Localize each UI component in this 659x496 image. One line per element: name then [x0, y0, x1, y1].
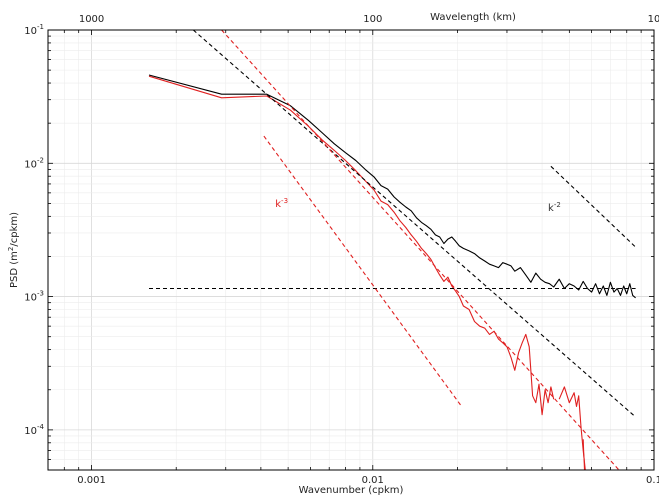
y-tick-label: 10-2 — [24, 156, 44, 170]
x2-tick-label: 100 — [363, 14, 382, 25]
reference-line-6 — [221, 30, 620, 470]
y-tick-label: 10-3 — [24, 290, 44, 304]
annotation-group: k-3k-2 — [275, 197, 561, 214]
psd-series-0 — [148, 74, 636, 299]
reference-line-8 — [550, 165, 636, 248]
y-tick-label-base: 10 — [24, 159, 37, 170]
y-axis-label: PSD (m2/cpkm) — [7, 212, 20, 288]
x2-tick-label: 10 — [648, 14, 659, 25]
psd-series-3 — [582, 439, 586, 470]
x-tick-label: 0.1 — [646, 475, 659, 486]
psd-series-2 — [558, 386, 590, 470]
x2-axis-label: Wavelength (km) — [430, 12, 516, 23]
slope-label-0: k-3 — [275, 197, 288, 210]
y-axis-label-sup: 2 — [7, 247, 15, 251]
slope-label-base: k — [275, 199, 281, 210]
x-axis-label: Wavenumber (cpkm) — [299, 485, 404, 496]
y-tick-label-exp: -2 — [37, 156, 44, 164]
slope-label-1: k-2 — [548, 201, 561, 214]
y-axis-label-main: PSD (m — [9, 251, 20, 288]
y-tick-label-exp: -1 — [37, 23, 44, 31]
slope-label-exp: -2 — [554, 201, 561, 209]
slope-label-exp: -3 — [281, 197, 288, 205]
y-tick-label-base: 10 — [24, 26, 37, 37]
y-tick-label-base: 10 — [24, 426, 37, 437]
y-axis-label-tail: /cpkm) — [9, 212, 20, 247]
y-tick-label: 10-1 — [24, 23, 44, 37]
slope-label-base: k — [548, 203, 554, 214]
series-group — [148, 30, 636, 470]
y-tick-label: 10-4 — [24, 423, 44, 437]
y-tick-label-base: 10 — [24, 293, 37, 304]
x-tick-label: 0.001 — [77, 475, 106, 486]
x-tick-label: 0.01 — [362, 475, 384, 486]
y-tick-label-exp: -3 — [37, 290, 44, 298]
y-tick-label-exp: -4 — [37, 423, 45, 431]
plot-frame — [47, 29, 655, 471]
x2-tick-label: 1000 — [79, 14, 104, 25]
